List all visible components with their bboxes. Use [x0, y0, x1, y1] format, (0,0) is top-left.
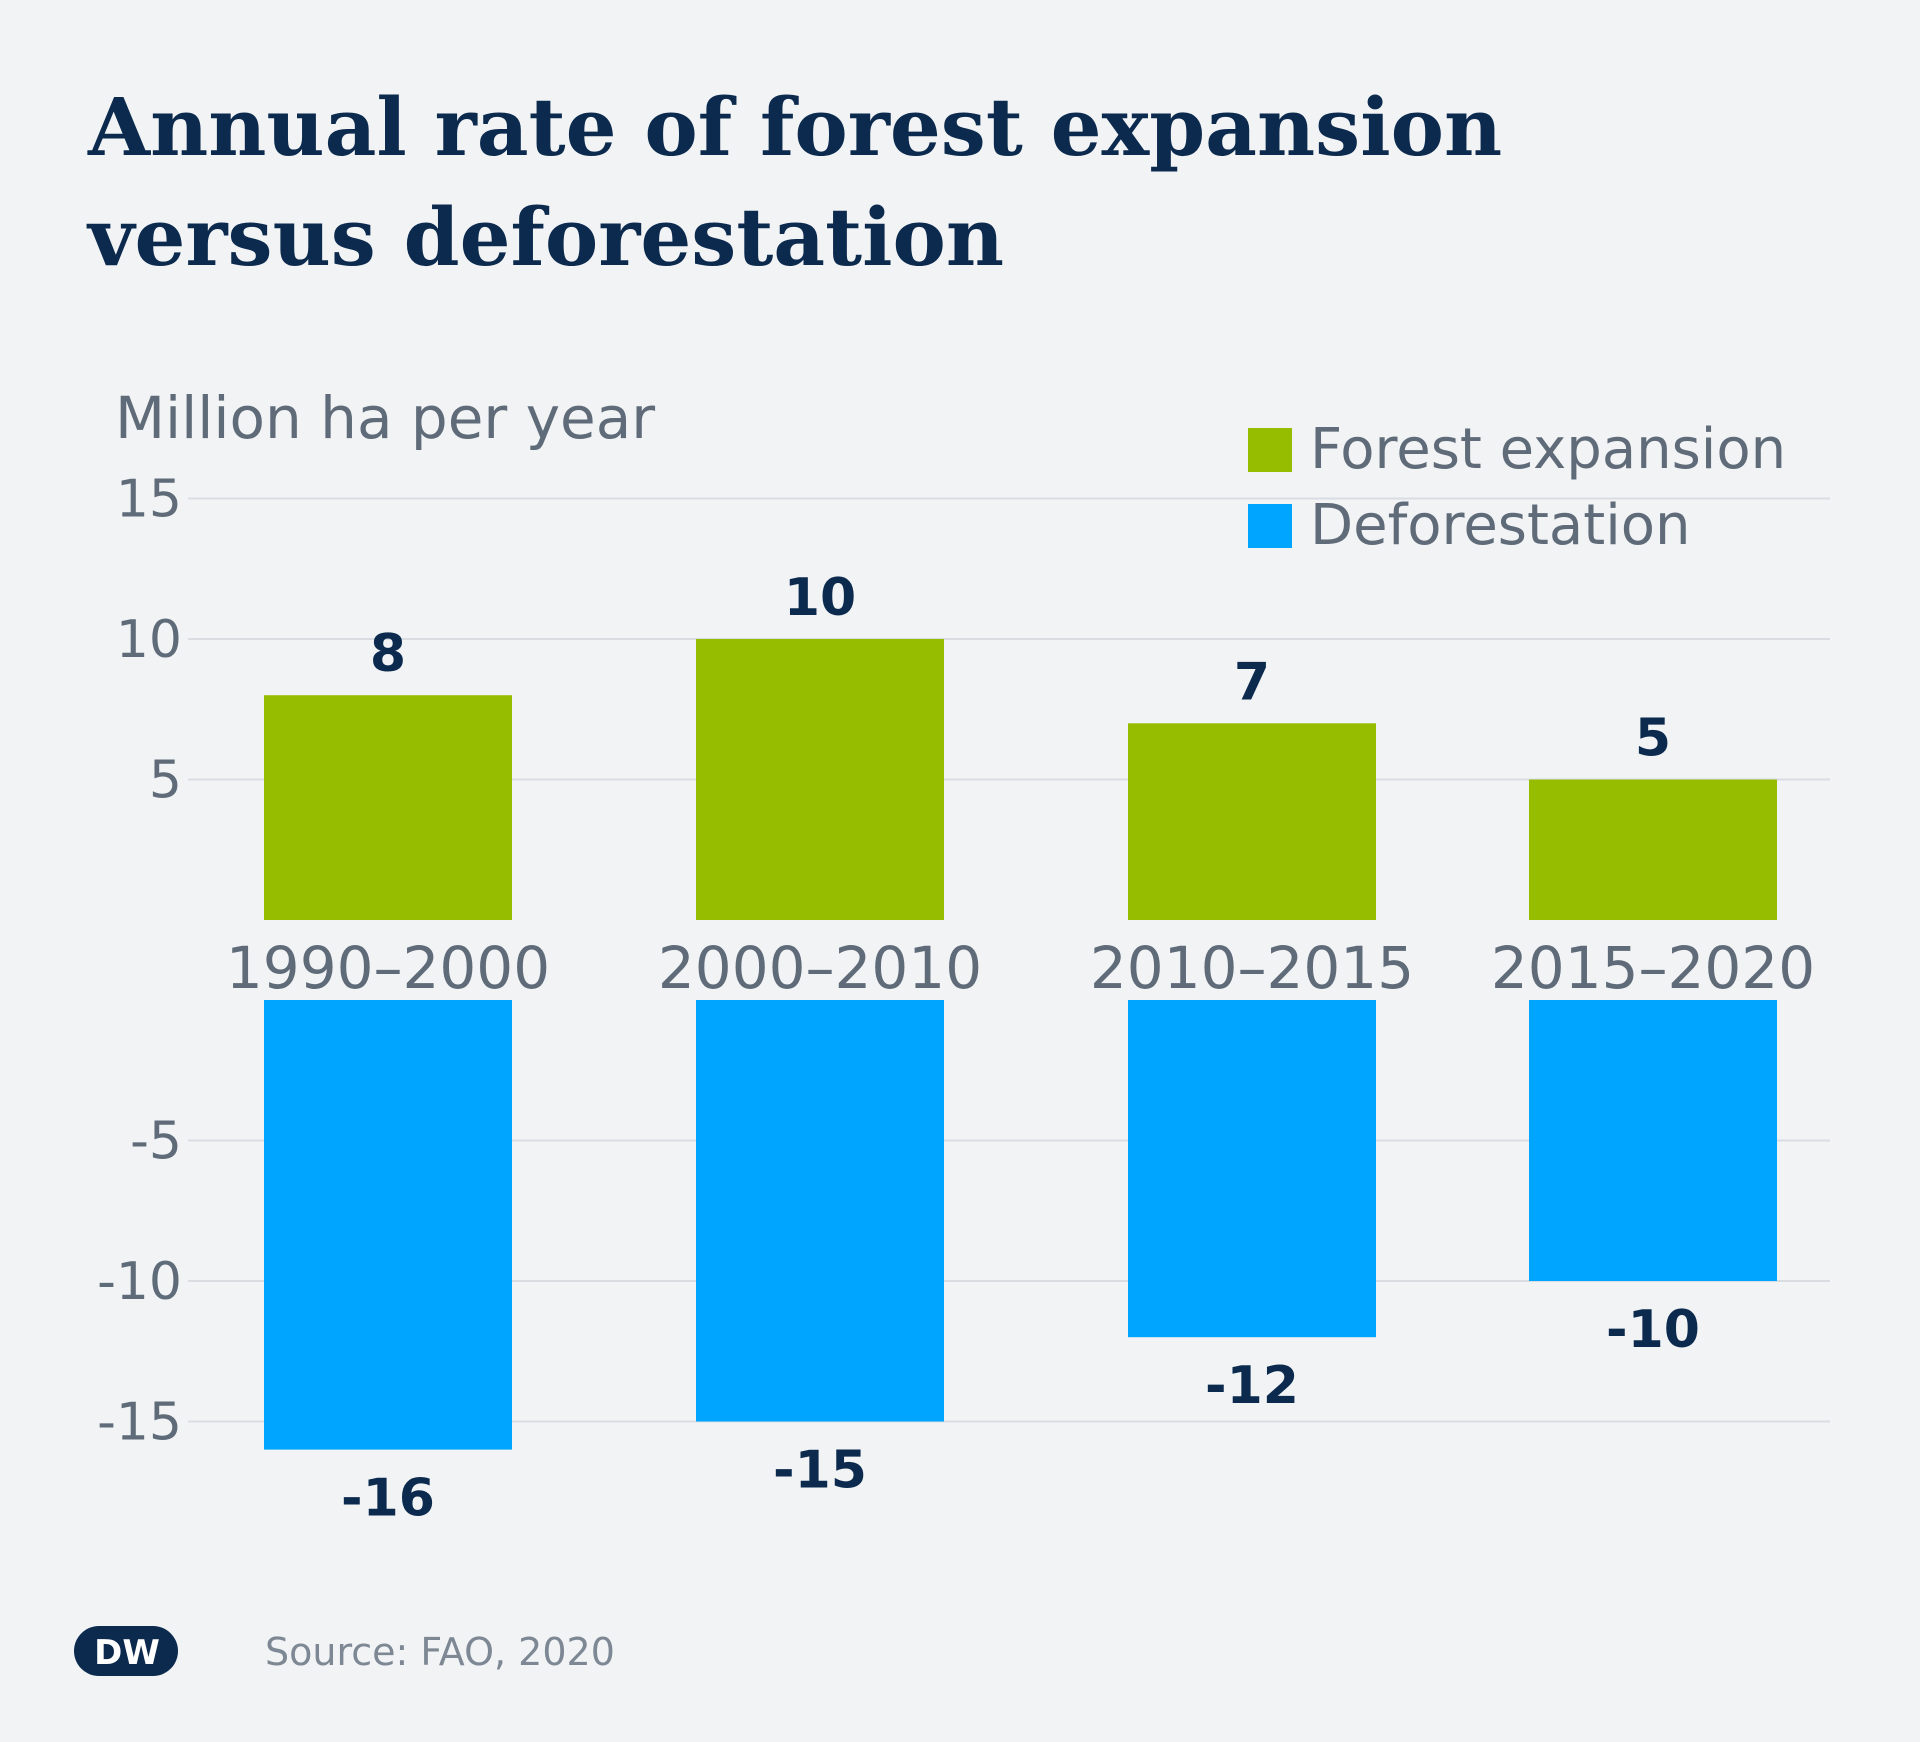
- y-tick-label: 15: [116, 470, 182, 530]
- expansion-value-label: 10: [784, 568, 856, 628]
- expansion-bar: [264, 695, 512, 920]
- deforestation-value-label: -15: [773, 1441, 867, 1501]
- expansion-value-label: 7: [1234, 652, 1270, 712]
- expansion-bar: [696, 639, 944, 920]
- deforestation-bar: [696, 1000, 944, 1422]
- dw-logo-text: DW: [94, 1633, 160, 1673]
- deforestation-value-label: -12: [1205, 1356, 1299, 1416]
- deforestation-bar: [1128, 1000, 1376, 1338]
- expansion-bar: [1128, 723, 1376, 920]
- y-tick-label: -5: [130, 1112, 182, 1172]
- category-label: 2000–2010: [658, 934, 982, 1002]
- deforestation-bar: [1529, 1000, 1777, 1281]
- legend-label-deforestation: Deforestation: [1310, 493, 1691, 558]
- chart-title-line-2: versus deforestation: [88, 190, 1004, 284]
- expansion-bar: [1529, 779, 1777, 920]
- category-label: 2015–2020: [1491, 934, 1815, 1002]
- y-tick-label: 5: [149, 751, 182, 811]
- deforestation-bar: [264, 1000, 512, 1450]
- legend-swatch-deforestation: [1248, 504, 1292, 548]
- y-tick-label: 10: [116, 610, 182, 670]
- dw-logo: DW: [74, 1626, 178, 1676]
- chart-title: Annual rate of forest expansion versus d…: [88, 72, 1788, 292]
- legend-label-expansion: Forest expansion: [1310, 417, 1786, 482]
- category-label: 1990–2000: [226, 934, 550, 1002]
- expansion-value-label: 5: [1635, 709, 1671, 769]
- deforestation-value-label: -16: [341, 1469, 435, 1529]
- source-note: Source: FAO, 2020: [265, 1630, 615, 1674]
- y-tick-label: -15: [97, 1393, 182, 1453]
- deforestation-value-label: -10: [1606, 1300, 1700, 1360]
- expansion-value-label: 8: [370, 624, 406, 684]
- legend-swatch-expansion: [1248, 428, 1292, 472]
- chart-title-line-1: Annual rate of forest expansion: [88, 80, 1503, 174]
- y-axis-title: Million ha per year: [115, 384, 655, 452]
- category-label: 2010–2015: [1090, 934, 1414, 1002]
- y-tick-label: -10: [97, 1252, 182, 1312]
